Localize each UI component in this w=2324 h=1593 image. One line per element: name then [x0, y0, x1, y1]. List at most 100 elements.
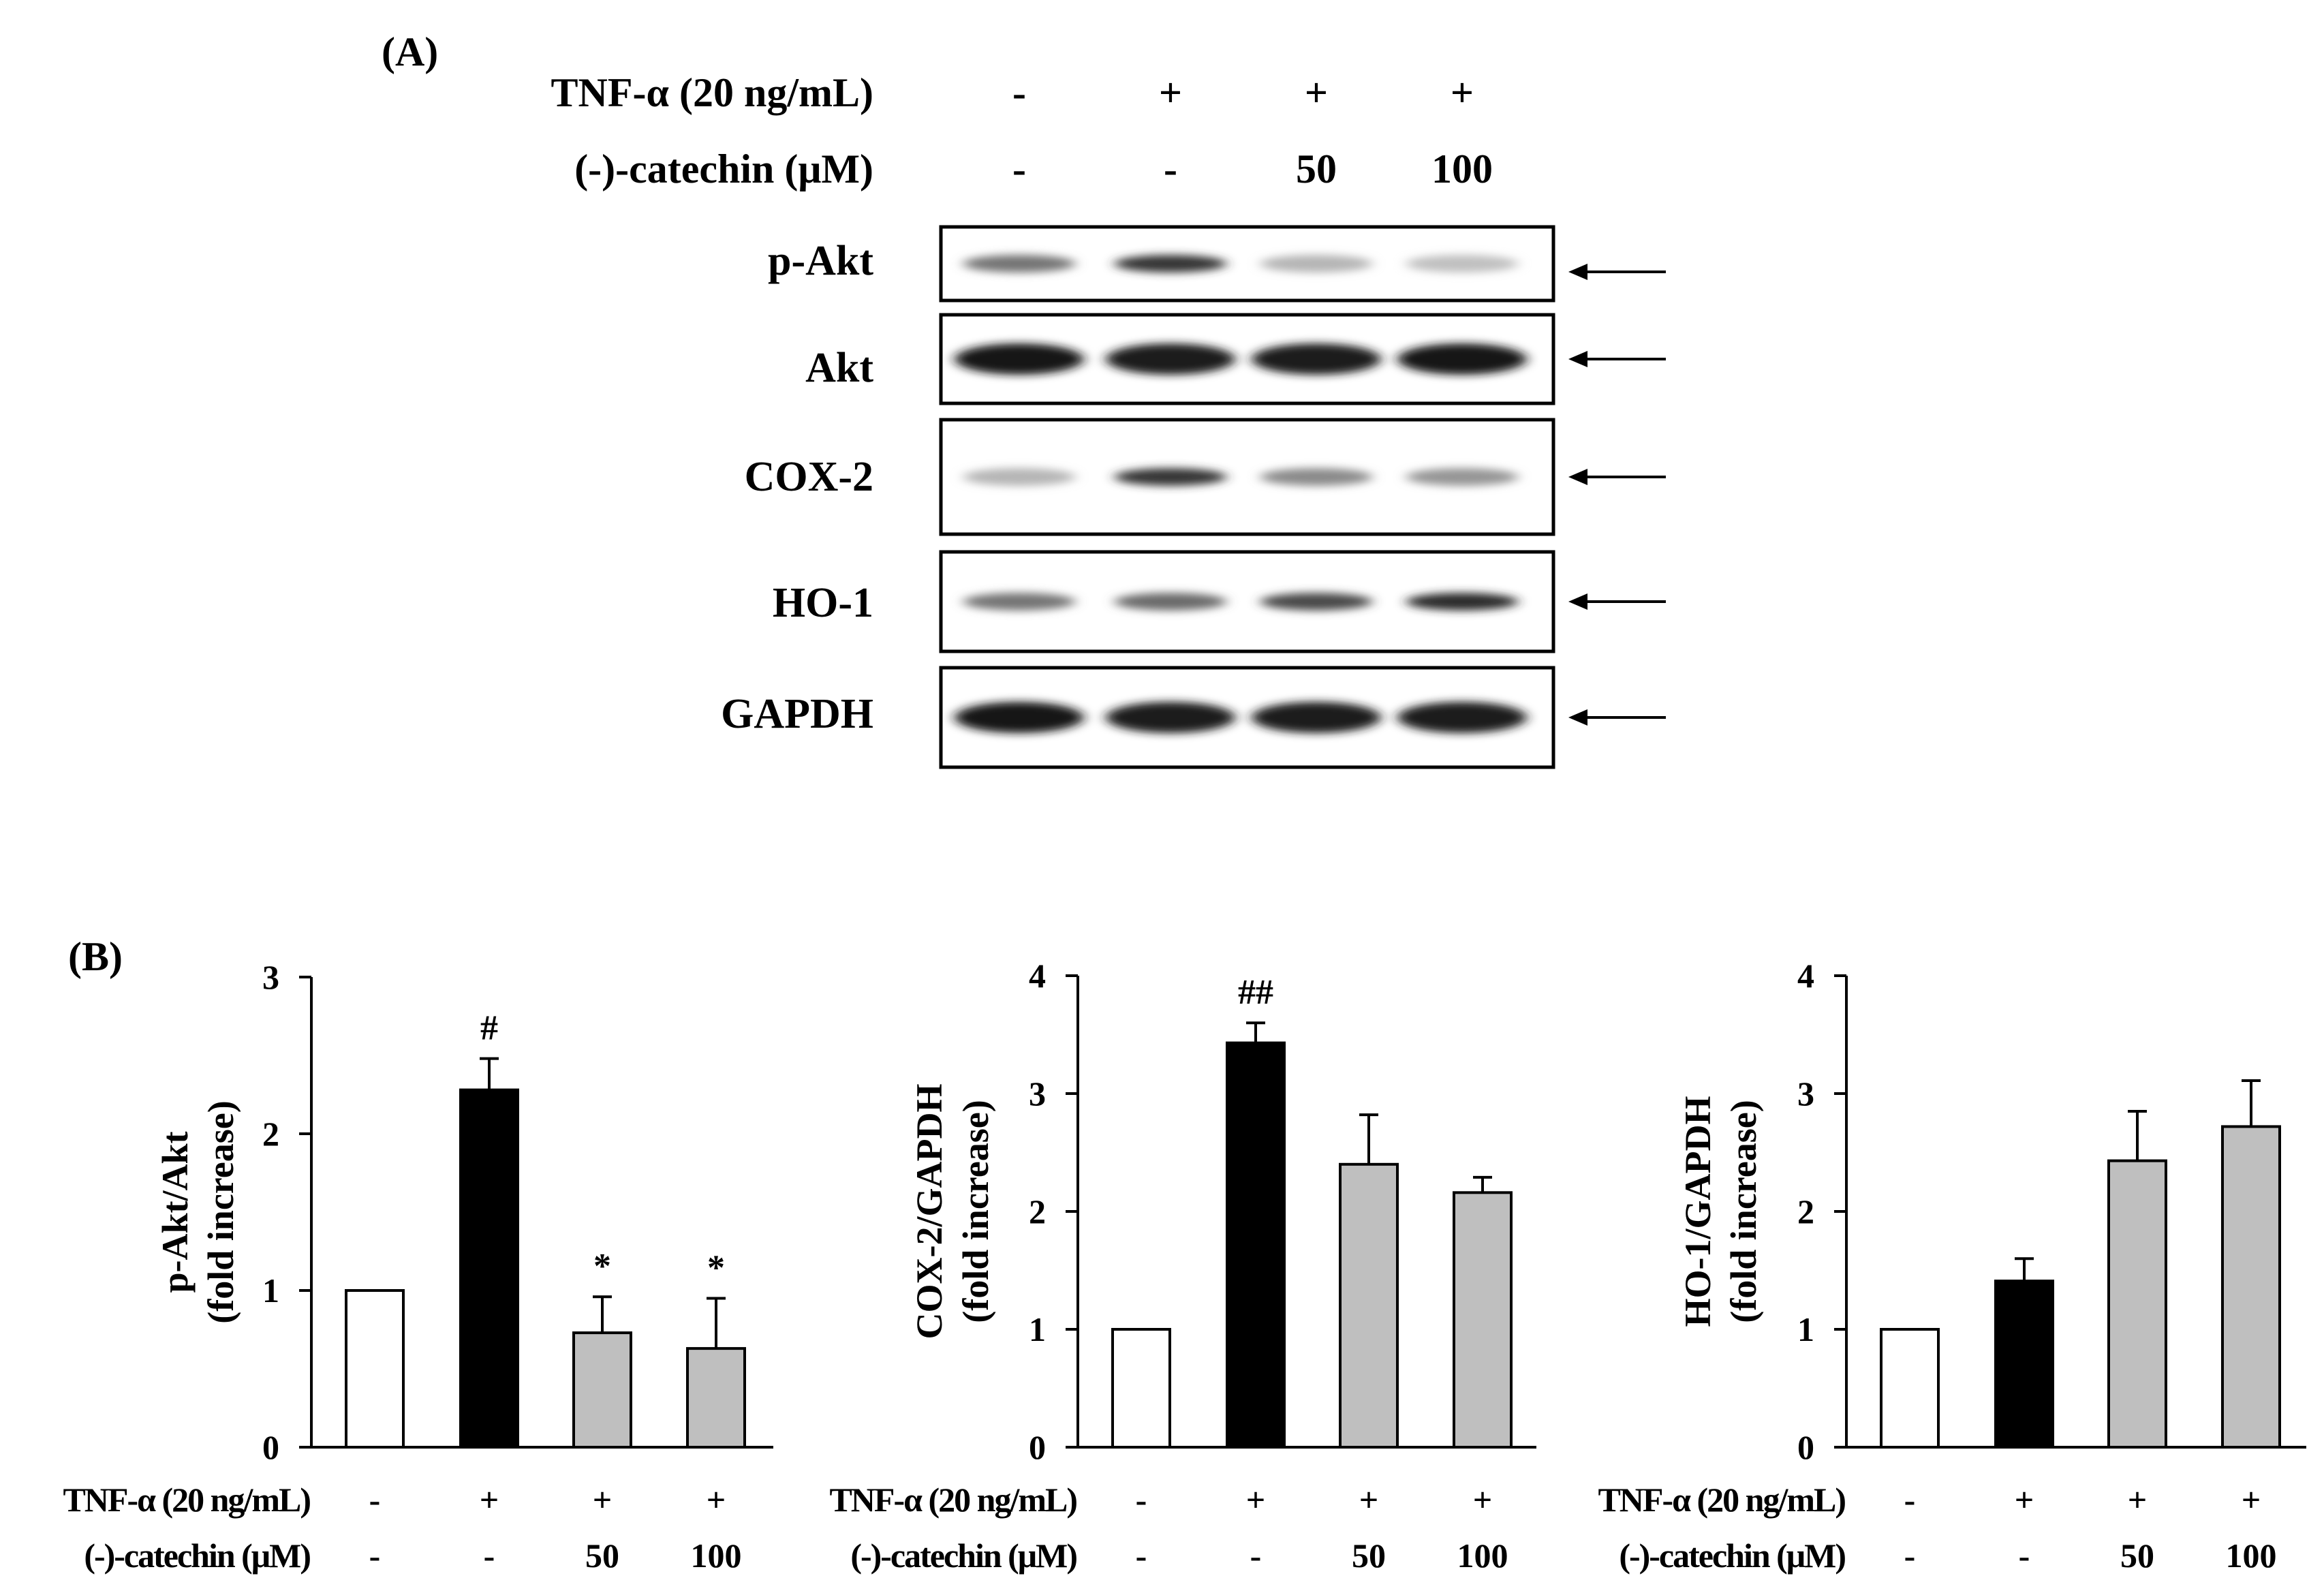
x-row-label: TNF-α (20 ng/mL) [63, 1481, 310, 1519]
y-tick-label: 2 [1797, 1192, 1814, 1231]
x-row-value: + [707, 1481, 726, 1519]
band [1114, 593, 1227, 610]
x-row-value: - [1904, 1536, 1916, 1575]
y-tick-label: 4 [1797, 957, 1814, 995]
band [1397, 702, 1527, 733]
blot-label: GAPDH [721, 691, 873, 737]
blot-label: COX-2 [745, 454, 873, 500]
significance-mark: # [480, 1009, 498, 1048]
treatment-value: - [1164, 146, 1177, 191]
x-row-label: TNF-α (20 ng/mL) [1598, 1481, 1845, 1519]
y-axis-label: (fold increase) [1723, 1100, 1764, 1323]
x-row-value: + [1473, 1481, 1493, 1519]
bar [1226, 1041, 1286, 1449]
x-row-value: - [1136, 1536, 1147, 1575]
x-row-value: + [1246, 1481, 1266, 1519]
x-row-value: 50 [2120, 1536, 2154, 1575]
x-row-value: - [369, 1536, 381, 1575]
y-tick-label: 2 [262, 1115, 279, 1153]
significance-mark: ## [1238, 973, 1273, 1012]
x-row-label: (-)-catechin (μM) [84, 1536, 310, 1575]
bar-chart-3: 0 1 2 3 4 HO-1/GAPDH (fold increase) TNF-α (20 … [1598, 957, 2306, 1575]
blot-row-ho-1: HO-1 [773, 550, 1666, 653]
band [1406, 468, 1519, 486]
y-tick-label: 3 [262, 958, 279, 996]
band [1260, 593, 1373, 610]
x-row-value: 100 [1457, 1536, 1508, 1575]
arrow-head [1568, 469, 1587, 485]
x-row-label: (-)-catechin (μM) [1619, 1536, 1845, 1575]
x-row-value: 100 [2226, 1536, 2277, 1575]
y-tick-label: 1 [1029, 1310, 1046, 1348]
blot-row-akt: Akt [805, 313, 1666, 405]
bar [1880, 1328, 1940, 1449]
x-row-label: TNF-α (20 ng/mL) [829, 1481, 1076, 1519]
treatment-value: 50 [1296, 146, 1337, 191]
blot-label: HO-1 [773, 580, 873, 626]
bar [1339, 1162, 1399, 1449]
x-row-value: + [2242, 1481, 2261, 1519]
blot-label: p-Akt [768, 238, 873, 284]
bar-chart-2: 0 1 2 3 4 COX-2/GAPDH (fold increase) ## TNF-α (… [829, 957, 1536, 1575]
x-row-value: 50 [1352, 1536, 1386, 1575]
arrow-head [1568, 709, 1587, 726]
x-row-value: - [1250, 1536, 1262, 1575]
blot-row-gapdh: GAPDH [721, 666, 1666, 769]
band [1114, 255, 1227, 273]
x-row-value: + [1359, 1481, 1379, 1519]
band [955, 343, 1084, 375]
band [963, 593, 1076, 610]
arrow-head [1568, 593, 1587, 610]
bar [1453, 1191, 1513, 1449]
x-row-value: - [369, 1481, 381, 1519]
y-axis-label: HO-1/GAPDH [1677, 1096, 1718, 1327]
arrow-head [1568, 351, 1587, 367]
band [1260, 468, 1373, 486]
band [955, 702, 1084, 733]
y-tick-label: 1 [1797, 1310, 1814, 1348]
bar-chart-1: 0 1 2 3 p-Akt/Akt (fold increase) # * * TNF-α (20… [63, 958, 773, 1575]
y-tick-label: 2 [1029, 1192, 1046, 1231]
x-row-value: + [2015, 1481, 2034, 1519]
blot-row-cox-2: COX-2 [745, 418, 1666, 536]
bar [345, 1289, 405, 1449]
bar [1994, 1280, 2054, 1449]
band [1406, 255, 1519, 273]
y-axis-label: p-Akt/Akt [155, 1131, 196, 1293]
bar [686, 1347, 746, 1449]
band [1106, 343, 1235, 375]
band [1114, 468, 1227, 486]
y-tick-label: 0 [1029, 1428, 1046, 1466]
treatment-value: - [1012, 146, 1026, 191]
band [1252, 702, 1381, 733]
y-tick-label: 1 [262, 1271, 279, 1310]
y-axis-label: COX-2/GAPDH [909, 1084, 950, 1340]
bar [459, 1088, 519, 1449]
blot-row-p-akt: p-Akt [768, 225, 1666, 303]
treatment-value: + [1159, 70, 1182, 115]
x-row-value: 50 [585, 1536, 619, 1575]
x-row-value: - [1136, 1481, 1147, 1519]
treatment-label: (-)-catechin (μM) [574, 146, 873, 191]
band [963, 255, 1076, 273]
x-row-label: (-)-catechin (μM) [850, 1536, 1076, 1575]
band [1106, 702, 1235, 733]
band [1252, 343, 1381, 375]
x-row-value: - [1904, 1481, 1916, 1519]
bar [2107, 1159, 2167, 1449]
significance-mark: * [593, 1247, 611, 1286]
band [963, 468, 1076, 486]
y-axis-label: (fold increase) [200, 1100, 241, 1323]
treatment-label: TNF-α (20 ng/mL) [551, 70, 873, 115]
panel-a-label: (A) [382, 29, 438, 74]
treatment-value: - [1012, 70, 1026, 115]
y-tick-label: 4 [1029, 957, 1046, 995]
band [1406, 593, 1519, 610]
y-tick-label: 3 [1797, 1074, 1814, 1113]
bar [572, 1331, 632, 1449]
band [1397, 343, 1527, 375]
y-tick-label: 0 [1797, 1428, 1814, 1466]
